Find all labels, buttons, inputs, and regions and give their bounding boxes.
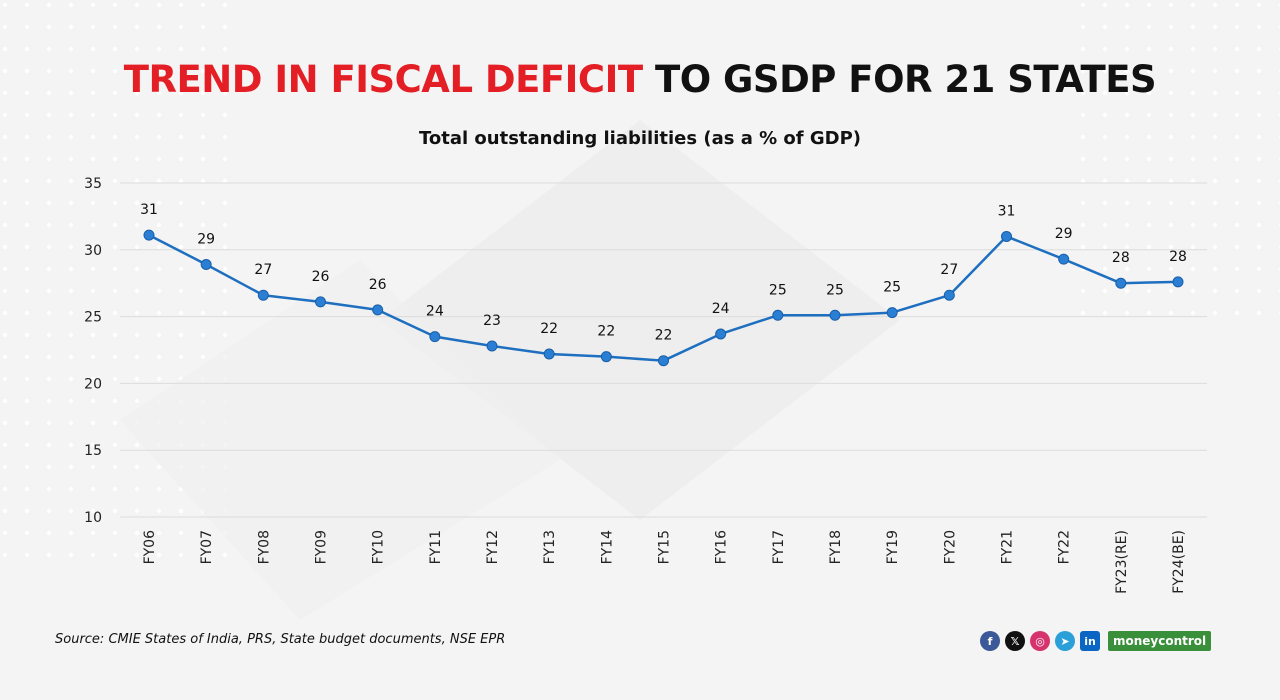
social-bar: f 𝕏 ◎ ➤ in moneycontrol [980,630,1212,652]
data-point [429,331,441,343]
x-tick-label: FY06 [142,530,158,565]
data-point [715,328,727,340]
brand-logo: moneycontrol [1108,631,1212,651]
title-rest: TO GSDP FOR 21 STATES [654,58,1157,101]
data-label: 22 [597,324,615,340]
data-point [1172,276,1184,288]
data-label: 29 [1055,226,1073,242]
data-label: 26 [369,277,387,293]
x-tick-label: FY07 [199,530,215,564]
x-icon[interactable]: 𝕏 [1005,631,1025,651]
data-point [772,309,784,321]
data-label: 28 [1112,250,1130,266]
x-tick-label: FY14 [599,530,615,565]
data-label: 24 [712,301,730,317]
x-tick-label: FY22 [1057,530,1073,564]
telegram-icon[interactable]: ➤ [1055,631,1075,651]
data-label: 29 [197,231,215,247]
data-label: 25 [769,282,787,298]
data-label: 24 [426,304,444,320]
data-label: 25 [883,280,901,296]
title-highlight: TREND IN FISCAL DEFICIT [123,58,643,101]
data-point [658,355,669,367]
y-tick-label: 20 [84,376,102,392]
x-tick-label: FY10 [371,530,387,564]
data-point [829,309,841,321]
data-label: 22 [655,328,673,344]
data-point [943,289,955,301]
data-point [600,351,612,363]
data-label: 23 [483,313,501,329]
y-tick-label: 15 [84,443,102,459]
x-tick-label: FY13 [542,530,558,564]
data-label: 27 [254,262,272,278]
x-tick-label: FY11 [428,530,444,564]
y-tick-label: 35 [84,176,102,192]
x-tick-label: FY08 [256,530,272,564]
data-point [200,258,212,270]
data-point [315,296,326,308]
data-point [143,229,155,241]
data-point [886,307,898,319]
x-tick-label: FY17 [771,530,787,564]
data-label: 25 [826,282,844,298]
x-tick-label: FY18 [828,530,844,564]
x-tick-label: FY20 [942,530,958,564]
data-point [1115,277,1127,289]
x-tick-label: FY19 [885,530,901,564]
data-label: 26 [312,269,330,285]
x-tick-label: FY21 [1000,530,1016,564]
y-tick-label: 10 [84,510,102,526]
linkedin-icon[interactable]: in [1080,631,1100,651]
data-point [543,348,555,360]
data-label: 22 [540,321,558,337]
x-tick-label: FY12 [485,530,501,564]
facebook-icon[interactable]: f [980,631,1000,651]
x-tick-label: FY16 [714,530,730,565]
page-title: TREND IN FISCAL DEFICIT TO GSDP FOR 21 S… [0,58,1280,101]
instagram-icon[interactable]: ◎ [1030,631,1050,651]
source-note: Source: CMIE States of India, PRS, State… [55,632,506,647]
x-tick-label: FY15 [657,530,673,564]
x-tick-label: FY24(BE) [1171,530,1187,594]
data-point [372,304,384,316]
x-tick-label: FY09 [314,530,330,564]
y-tick-label: 25 [84,310,102,326]
data-point [257,289,269,301]
data-point [1001,230,1012,242]
data-label: 28 [1169,249,1187,265]
data-label: 31 [998,203,1016,219]
data-label: 31 [140,202,158,218]
x-tick-label: FY23(RE) [1114,530,1130,594]
y-tick-label: 30 [84,243,102,259]
data-point [486,340,498,352]
chart-subtitle: Total outstanding liabilities (as a % of… [418,128,862,149]
data-label: 27 [940,262,958,278]
data-point [1058,253,1070,265]
